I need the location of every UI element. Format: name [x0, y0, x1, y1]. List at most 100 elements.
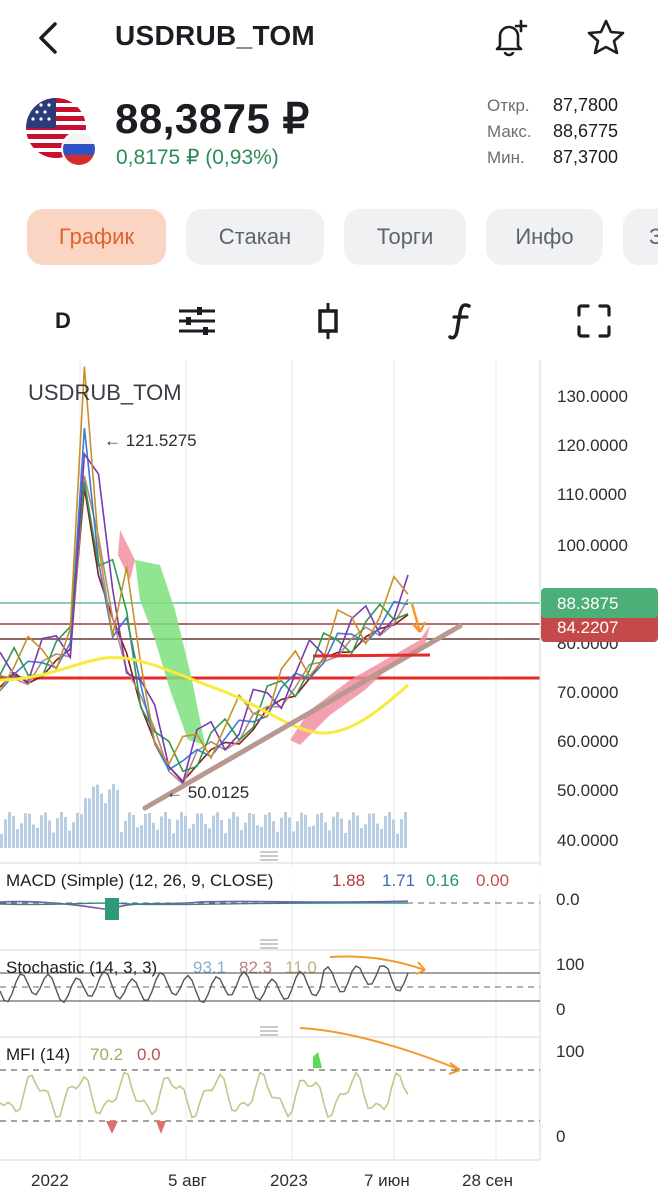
volume-bar	[152, 822, 155, 848]
volume-bar	[360, 828, 363, 848]
volume-bar	[248, 812, 251, 848]
volume-bar	[4, 819, 7, 848]
macd-histogram	[105, 898, 119, 920]
volume-bar	[120, 831, 123, 848]
volume-bar	[68, 830, 71, 848]
moving-average-line	[0, 656, 409, 735]
low-marker-label: ← 50.0125	[166, 783, 249, 802]
stoch-upper-label: 100	[556, 955, 584, 974]
sliders-icon	[179, 307, 215, 335]
volume-bar	[40, 815, 43, 848]
chart-grid	[79, 360, 497, 1160]
volume-bar	[352, 812, 355, 848]
macd-title: MACD (Simple) (12, 26, 9, CLOSE)	[6, 871, 273, 890]
volume-bar	[32, 824, 35, 848]
tab-more[interactable]: З	[623, 209, 658, 265]
macd-signal-line	[0, 902, 409, 906]
tab-orderbook[interactable]: Стакан	[186, 209, 324, 265]
volume-bar	[388, 812, 391, 848]
period-button[interactable]: D	[55, 308, 71, 333]
page-title: USDRUB_TOM	[115, 20, 316, 51]
volume-bar	[216, 812, 219, 848]
volume-bar	[12, 816, 15, 848]
volume-bar	[292, 831, 295, 848]
volume-bar	[136, 827, 139, 848]
volume-bar	[220, 819, 223, 848]
mfi-line	[0, 1071, 409, 1119]
chart-type-button[interactable]	[303, 298, 353, 344]
volume-bar	[188, 828, 191, 848]
volume-bar	[48, 820, 51, 848]
volume-bar	[256, 825, 259, 848]
volume-bar	[400, 819, 403, 848]
volume-bar	[288, 817, 291, 848]
volume-bar	[228, 818, 231, 848]
volume-bar	[324, 822, 327, 848]
x-axis: 2022 5 авг 2023 7 июн 28 сен	[31, 1171, 513, 1190]
macd-level-label: 0.0	[556, 890, 580, 909]
settings-button[interactable]	[172, 298, 222, 344]
volume-bar	[396, 833, 399, 848]
volume-bar	[380, 828, 383, 848]
volume-bar	[172, 833, 175, 848]
stochastic-line	[0, 965, 409, 1004]
y-tick: 130.0000	[557, 387, 628, 406]
fullscreen-icon	[577, 304, 611, 338]
drag-handle-icons[interactable]	[260, 851, 278, 1036]
volume-bar	[212, 815, 215, 848]
price-chart[interactable]: USDRUB_TOM ← 121.5275 ← 50.0125 130.0000…	[0, 360, 658, 1200]
annotation-arrow-icon	[410, 603, 427, 633]
y-tick: 70.0000	[557, 683, 618, 702]
fullscreen-button[interactable]	[569, 298, 619, 344]
star-icon	[587, 19, 625, 55]
alert-button[interactable]	[488, 16, 532, 60]
indicators-button[interactable]	[437, 298, 487, 344]
volume-bar	[100, 793, 103, 848]
tab-trades[interactable]: Торги	[344, 209, 466, 265]
short-level-line	[312, 653, 431, 658]
x-tick: 7 июн	[364, 1171, 410, 1190]
volume-bar	[52, 832, 55, 848]
macd-value-2: 1.71	[382, 871, 415, 890]
volume-bar	[16, 829, 19, 848]
mfi-overbought-marker	[313, 1052, 322, 1068]
current-price: 88,3875 ₽	[115, 95, 310, 142]
volume-bar	[44, 812, 47, 848]
chart-symbol: USDRUB_TOM	[28, 380, 182, 405]
volume-bar	[348, 820, 351, 848]
volume-bar	[60, 812, 63, 848]
back-button[interactable]	[26, 16, 70, 60]
low-label: Мин.	[487, 148, 525, 167]
volume-bar	[236, 816, 239, 848]
price-series-line	[0, 427, 409, 771]
tab-info[interactable]: Инфо	[486, 209, 603, 265]
high-label: Макс.	[487, 122, 532, 141]
volume-bar	[168, 818, 171, 848]
stoch-lower-label: 0	[556, 1000, 565, 1019]
volume-bar	[340, 818, 343, 848]
volume-bar	[24, 813, 27, 848]
currency-flags-icon	[26, 98, 97, 168]
volume-bar	[180, 812, 183, 848]
volume-bar	[280, 817, 283, 848]
volume-bar	[192, 823, 195, 848]
volume-bar	[88, 798, 91, 848]
low-value: 87,3700	[553, 147, 619, 167]
volume-bar	[332, 816, 335, 848]
macd-value-1: 1.88	[332, 871, 365, 890]
x-tick: 5 авг	[168, 1171, 207, 1190]
volume-bar	[268, 812, 271, 848]
tab-chart[interactable]: График	[27, 209, 166, 265]
volume-bar	[164, 812, 167, 848]
svg-text:88.3875: 88.3875	[557, 594, 618, 613]
volume-bar	[240, 830, 243, 848]
volume-bar	[252, 814, 255, 848]
current-price-tag: 88.3875	[541, 588, 658, 618]
price-series-line	[0, 481, 409, 773]
y-tick: 40.0000	[557, 831, 618, 850]
function-icon	[448, 303, 471, 340]
favorite-button[interactable]	[584, 16, 628, 60]
volume-bar	[364, 824, 367, 848]
x-tick: 28 сен	[462, 1171, 513, 1190]
bell-plus-icon	[495, 19, 528, 57]
